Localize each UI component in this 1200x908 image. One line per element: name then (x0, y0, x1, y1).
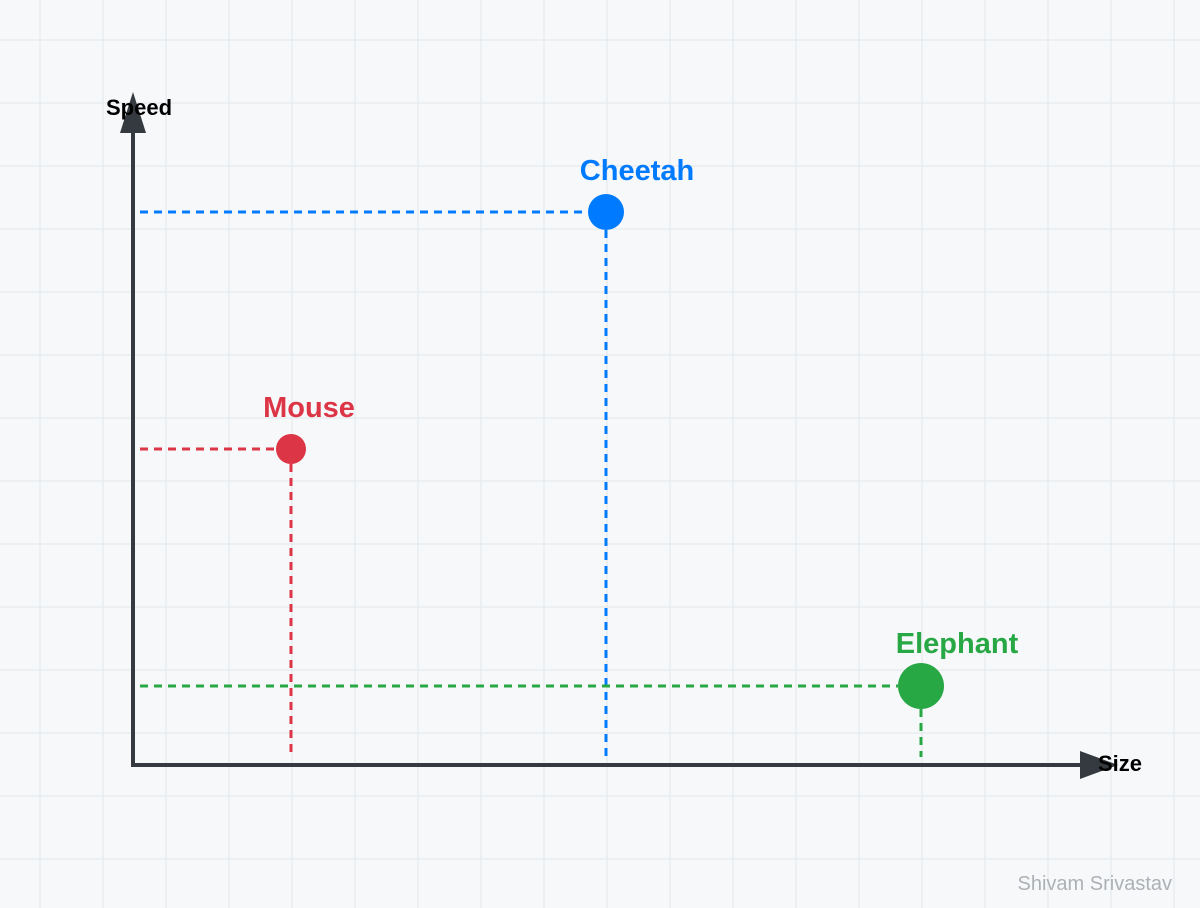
y-arrow (120, 92, 146, 133)
x-arrow (1080, 751, 1118, 779)
credit: Shivam Srivastav (1018, 873, 1173, 895)
x-axis-label: Size (1098, 751, 1142, 776)
point (588, 194, 624, 230)
point-label: Elephant (896, 628, 1019, 660)
y-axis-label: Speed (106, 95, 172, 120)
point (276, 434, 306, 464)
point-label: Cheetah (580, 155, 694, 187)
point-label: Mouse (263, 392, 355, 424)
point (898, 663, 944, 709)
